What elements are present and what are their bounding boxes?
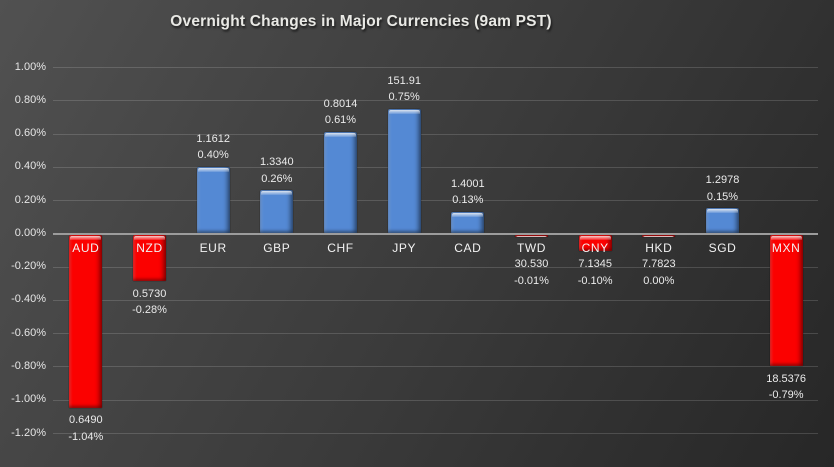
bar-cad[interactable]: [451, 211, 485, 234]
y-axis-tick-label: -1.00%: [11, 393, 46, 406]
category-label-jpy: JPY: [392, 241, 417, 255]
bar-mxn[interactable]: [769, 234, 803, 367]
data-label-cny: 7.1345 -0.10%: [550, 256, 640, 289]
category-label-mxn: MXN: [771, 241, 801, 255]
bar-gbp[interactable]: [260, 190, 294, 234]
gridline: [53, 366, 818, 368]
rate-value-twd: 30.530: [514, 258, 549, 270]
bar-sgd[interactable]: [706, 208, 739, 234]
category-label-nzd: NZD: [136, 241, 163, 255]
data-label-gbp: 1.3340 0.26%: [232, 154, 322, 187]
pct-change-cny: -0.10%: [577, 274, 613, 287]
gridline: [53, 200, 818, 202]
category-label-hkd: HKD: [645, 241, 673, 255]
bar-twd[interactable]: [515, 234, 548, 237]
gridline: [53, 333, 818, 335]
pct-change-gbp: 0.26%: [261, 172, 293, 185]
gridline: [53, 266, 818, 268]
y-axis-tick-label: 0.60%: [14, 127, 46, 140]
category-label-aud: AUD: [72, 241, 100, 255]
gridline: [53, 166, 818, 168]
data-label-chf: 0.8014 0.61%: [296, 96, 386, 129]
category-label-gbp: GBP: [263, 241, 291, 255]
rate-value-gbp: 1.3340: [260, 156, 294, 169]
y-axis-tick-label: -0.60%: [11, 326, 46, 339]
gridline: [53, 133, 818, 135]
gridline: [53, 299, 818, 301]
data-label-nzd: 0.5730 -0.28%: [105, 286, 195, 319]
chart-title: Overnight Changes in Major Currencies (9…: [170, 13, 552, 30]
y-axis-tick-label: -1.20%: [11, 426, 46, 439]
pct-change-nzd: -0.28%: [132, 304, 167, 317]
rate-value-sgd: 1.2978: [705, 174, 740, 187]
data-label-mxn: 18.5376 -0.79%: [741, 371, 831, 404]
rate-value-eur: 1.1612: [196, 132, 230, 145]
data-label-eur: 1.1612 0.40%: [168, 131, 258, 164]
gridline: [53, 67, 818, 68]
pct-change-mxn: -0.79%: [768, 389, 804, 402]
pct-change-cad: 0.13%: [452, 194, 484, 207]
category-label-sgd: SGD: [708, 241, 737, 255]
y-axis-tick-label: 0.40%: [14, 160, 46, 173]
data-label-jpy: 151.91 0.75%: [359, 73, 449, 106]
pct-change-hkd: 0.00%: [643, 274, 675, 287]
data-label-hkd: 7.7823 0.00%: [614, 256, 704, 289]
rate-value-aud: 0.6490: [69, 414, 103, 427]
pct-change-jpy: 0.75%: [388, 91, 420, 104]
category-label-chf: CHF: [327, 241, 354, 255]
rate-value-cny: 7.1345: [578, 258, 612, 270]
data-label-sgd: 1.2978 0.15%: [678, 172, 768, 205]
bar-nzd[interactable]: [133, 234, 166, 282]
y-axis-tick-label: 0.80%: [14, 93, 46, 106]
y-axis-tick-label: -0.20%: [11, 260, 46, 273]
data-label-twd: 30.530 -0.01%: [487, 256, 577, 289]
y-axis-tick-label: 0.20%: [14, 193, 46, 206]
rate-value-cad: 1.4001: [451, 177, 485, 190]
bar-aud[interactable]: [69, 234, 103, 408]
y-axis-tick-label: -0.80%: [11, 359, 46, 372]
bar-eur[interactable]: [196, 166, 230, 234]
gridline: [53, 433, 818, 434]
rate-value-nzd: 0.5730: [132, 287, 167, 300]
pct-change-aud: -1.04%: [68, 430, 104, 443]
category-label-eur: EUR: [199, 241, 227, 255]
y-axis-tick-label: 0.00%: [14, 226, 46, 239]
data-label-aud: 0.6490 -1.04%: [41, 412, 131, 445]
bar-jpy[interactable]: [387, 108, 421, 234]
pct-change-sgd: 0.15%: [706, 190, 739, 203]
data-label-cad: 1.4001 0.13%: [423, 176, 513, 209]
y-axis-tick-label: -0.40%: [11, 293, 46, 306]
pct-change-eur: 0.40%: [197, 149, 229, 162]
gridline: [53, 100, 818, 102]
y-axis-tick-label: 1.00%: [14, 60, 46, 73]
pct-change-twd: -0.01%: [514, 274, 549, 287]
bar-hkd[interactable]: [642, 234, 676, 237]
category-label-twd: TWD: [516, 241, 547, 255]
category-label-cad: CAD: [454, 241, 482, 255]
rate-value-mxn: 18.5376: [766, 372, 807, 385]
pct-change-chf: 0.61%: [324, 114, 357, 127]
bar-cny[interactable]: [578, 234, 612, 252]
gridline: [53, 399, 818, 401]
bar-chf[interactable]: [324, 131, 357, 234]
zero-axis-line: [53, 233, 818, 235]
category-label-cny: CNY: [581, 241, 609, 255]
rate-value-hkd: 7.7823: [642, 258, 676, 270]
rate-value-chf: 0.8014: [323, 97, 358, 110]
rate-value-jpy: 151.91: [387, 74, 421, 87]
